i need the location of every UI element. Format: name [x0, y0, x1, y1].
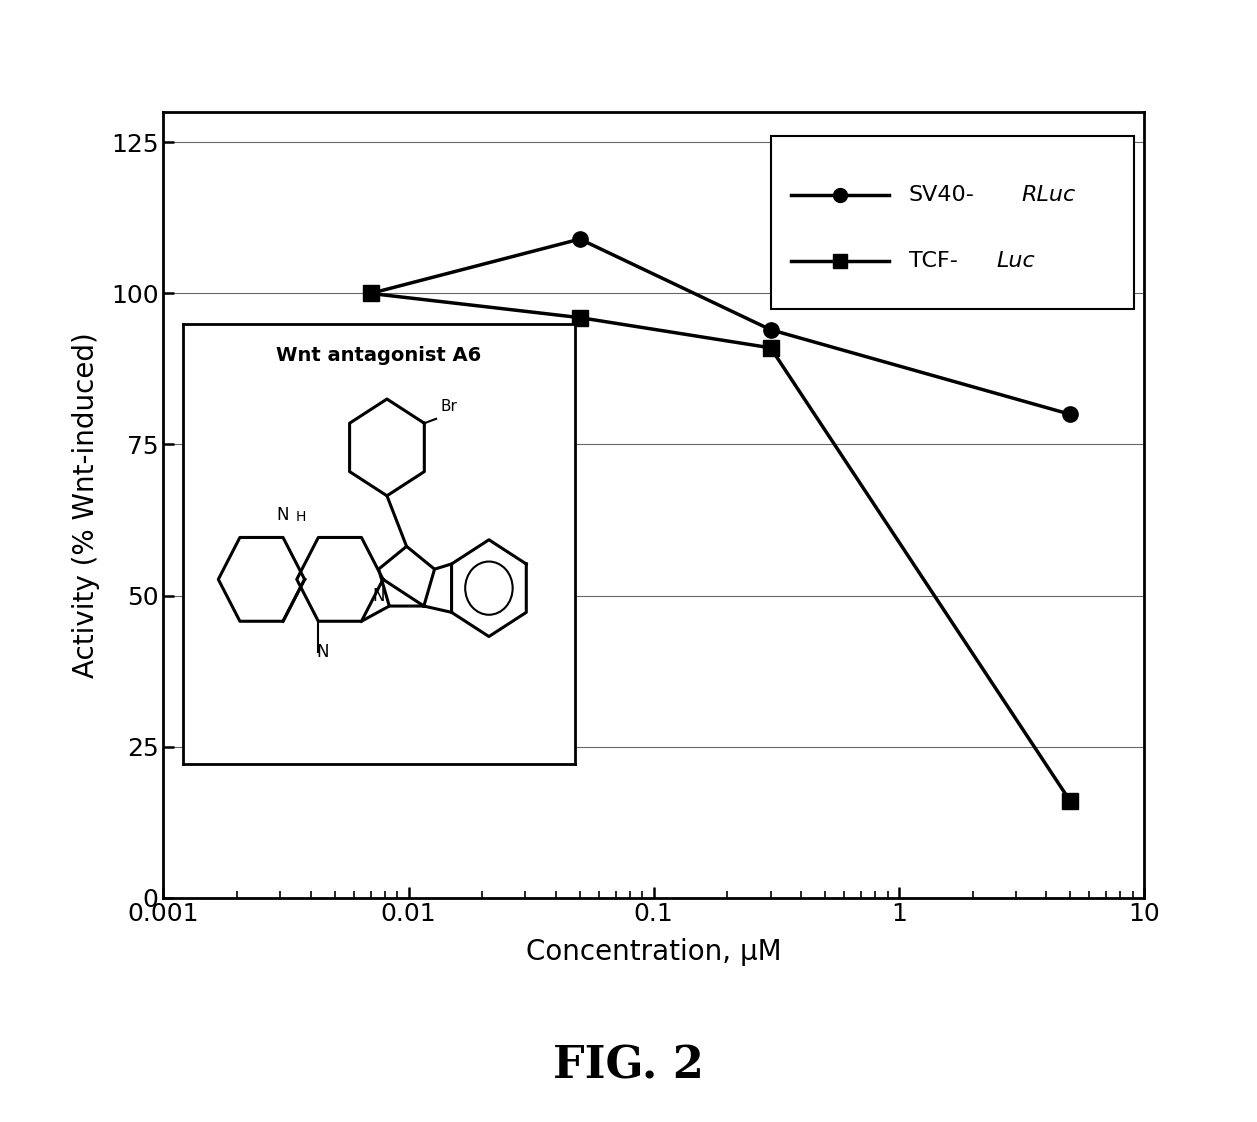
Y-axis label: Activity (% Wnt-induced): Activity (% Wnt-induced) — [72, 332, 99, 678]
FancyBboxPatch shape — [772, 136, 1134, 309]
Text: Luc: Luc — [997, 251, 1036, 272]
Text: SV40-: SV40- — [909, 185, 974, 204]
Text: FIG. 2: FIG. 2 — [553, 1045, 704, 1087]
Text: TCF-: TCF- — [909, 251, 958, 272]
Text: RLuc: RLuc — [1022, 185, 1076, 204]
X-axis label: Concentration, μM: Concentration, μM — [525, 938, 782, 966]
